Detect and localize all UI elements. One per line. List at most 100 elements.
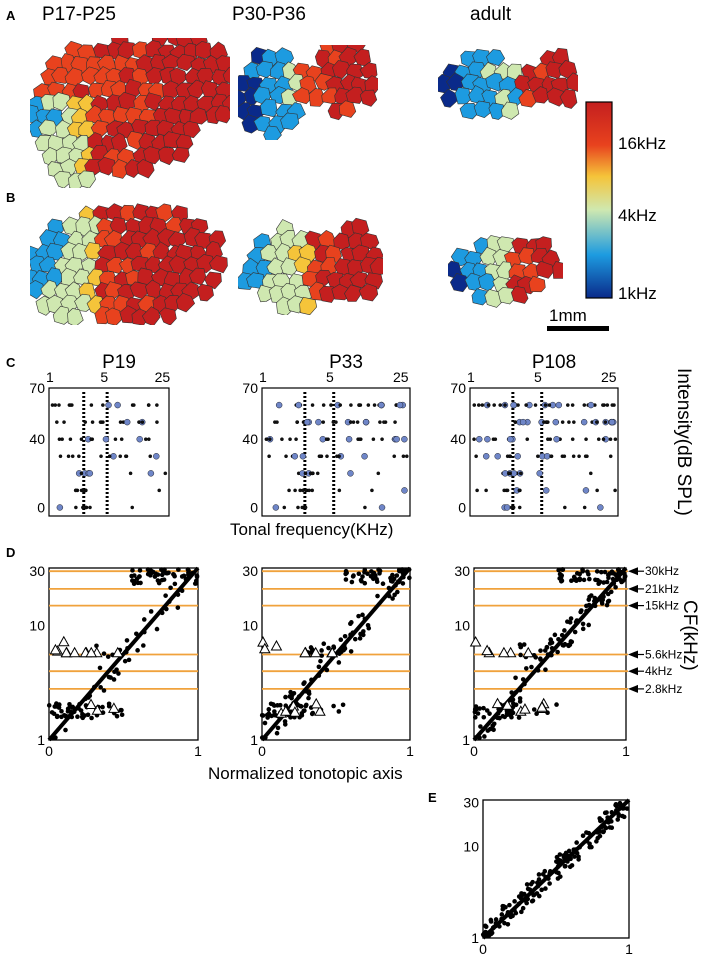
panel-c-y-tick: 40 — [450, 431, 466, 447]
cf-data-point — [510, 913, 515, 919]
panel-c-response-dot — [284, 454, 288, 459]
cf-data-point — [609, 810, 615, 815]
panel-c-response-dot — [366, 403, 371, 407]
cf-data-point — [548, 652, 553, 658]
cf-y-tick: 30 — [29, 563, 45, 579]
cf-x-tick: 0 — [45, 743, 53, 759]
panel-c-response-dot — [480, 403, 485, 407]
cf-data-point — [371, 570, 376, 576]
panel-c-response-dot — [345, 435, 353, 443]
cf-data-point — [265, 715, 270, 720]
cf-data-point — [487, 726, 493, 732]
cf-data-point — [298, 704, 304, 709]
panel-d-xlabel: Normalized tonotopic axis — [208, 764, 403, 783]
cf-data-point — [472, 715, 478, 720]
panel-c-response-dot — [362, 418, 370, 426]
panel-c-response-dot — [296, 505, 300, 510]
cf-triangle-point — [57, 635, 70, 647]
cf-data-point — [613, 585, 618, 590]
cf-data-point — [274, 730, 280, 736]
cf-data-point — [524, 900, 529, 906]
panel-c-response-dot — [567, 420, 571, 424]
cf-data-point — [341, 643, 347, 649]
panel-c-response-dot — [555, 401, 563, 409]
map-cell — [364, 75, 378, 94]
panel-c-response-dot — [337, 488, 342, 493]
map-cell — [280, 112, 300, 130]
cf-data-point — [579, 608, 584, 613]
panel-c-y-tick: 40 — [242, 431, 258, 447]
panel-c-title: P19 — [102, 352, 136, 373]
cf-data-point — [336, 660, 342, 665]
panel-c-response-dot — [605, 403, 610, 407]
cf-data-point — [92, 684, 97, 690]
cf-data-point — [617, 800, 623, 806]
cf-x-tick: 1 — [622, 743, 630, 759]
panel-c-x-tick: 5 — [326, 369, 334, 385]
panel-c-ylabel: Intensity(dB SPL) — [673, 368, 694, 516]
cf-data-point — [478, 724, 483, 729]
cf-data-point — [586, 622, 592, 628]
map-cell — [528, 275, 546, 293]
panel-c-response-dot — [552, 418, 559, 426]
cf-data-point — [518, 652, 523, 658]
cf-data-point — [555, 649, 560, 655]
panel-c-response-dot — [475, 488, 479, 493]
cf-data-point — [520, 677, 526, 682]
panel-c-response-dot — [498, 403, 502, 407]
colorbar-label-4khz: 4kHz — [618, 206, 657, 225]
panel-c-response-dot — [597, 504, 604, 511]
panel-c-response-dot — [494, 453, 501, 460]
map-cell — [510, 285, 529, 304]
cf-data-point — [175, 592, 181, 597]
panel-c-response-dot — [280, 437, 284, 441]
cf-data-point — [519, 909, 524, 915]
cf-data-point — [517, 642, 523, 647]
panel-c-response-dot — [587, 401, 595, 409]
cf-data-point — [401, 574, 406, 580]
panel-c-response-dot — [119, 437, 124, 441]
cf-reference-label: 2.8kHz — [645, 682, 682, 696]
panel-c-response-dot — [57, 437, 62, 441]
cf-data-point — [513, 690, 519, 695]
cf-data-point — [59, 708, 64, 714]
cf-data-point — [66, 714, 72, 719]
map-cell — [222, 66, 230, 84]
panel-c-response-dot — [62, 420, 66, 424]
cf-data-point — [350, 630, 356, 635]
panel-c-response-dot — [525, 437, 530, 441]
cf-data-point — [319, 648, 324, 653]
cf-y-tick: 10 — [29, 618, 45, 634]
panel-c-response-dot — [547, 403, 552, 407]
cf-data-point — [559, 632, 565, 638]
cf-data-point — [552, 632, 558, 638]
cf-data-point — [532, 892, 537, 897]
cf-data-point — [396, 567, 402, 573]
cf-data-point — [296, 694, 302, 699]
cf-data-point — [348, 649, 354, 654]
cf-y-tick: 30 — [454, 563, 470, 579]
cf-data-point — [163, 593, 168, 598]
cf-data-point — [502, 920, 507, 926]
cf-data-point — [587, 576, 592, 582]
map-cell — [546, 87, 566, 107]
panel-c-response-dot — [595, 488, 599, 493]
panel-c-response-dot — [66, 454, 71, 459]
cf-data-point — [301, 708, 306, 714]
panel-c-response-dot — [303, 471, 308, 476]
cf-data-point — [156, 580, 162, 586]
panel-c-response-dot — [155, 420, 159, 424]
panel-c-x-tick: 1 — [259, 369, 267, 385]
panel-c-response-dot — [518, 471, 523, 476]
cf-data-point — [336, 709, 342, 714]
cf-triangle-point — [108, 702, 120, 713]
panel-c-response-dot — [155, 403, 159, 407]
cf-reference-label: 21kHz — [645, 582, 679, 596]
panel-c-response-dot — [372, 403, 377, 407]
cf-data-point — [566, 853, 572, 859]
cf-data-point — [572, 629, 578, 635]
map-cell — [358, 283, 379, 302]
cf-data-point — [131, 581, 137, 586]
panel-c-response-dot — [363, 505, 367, 510]
cf-data-point — [484, 708, 490, 713]
